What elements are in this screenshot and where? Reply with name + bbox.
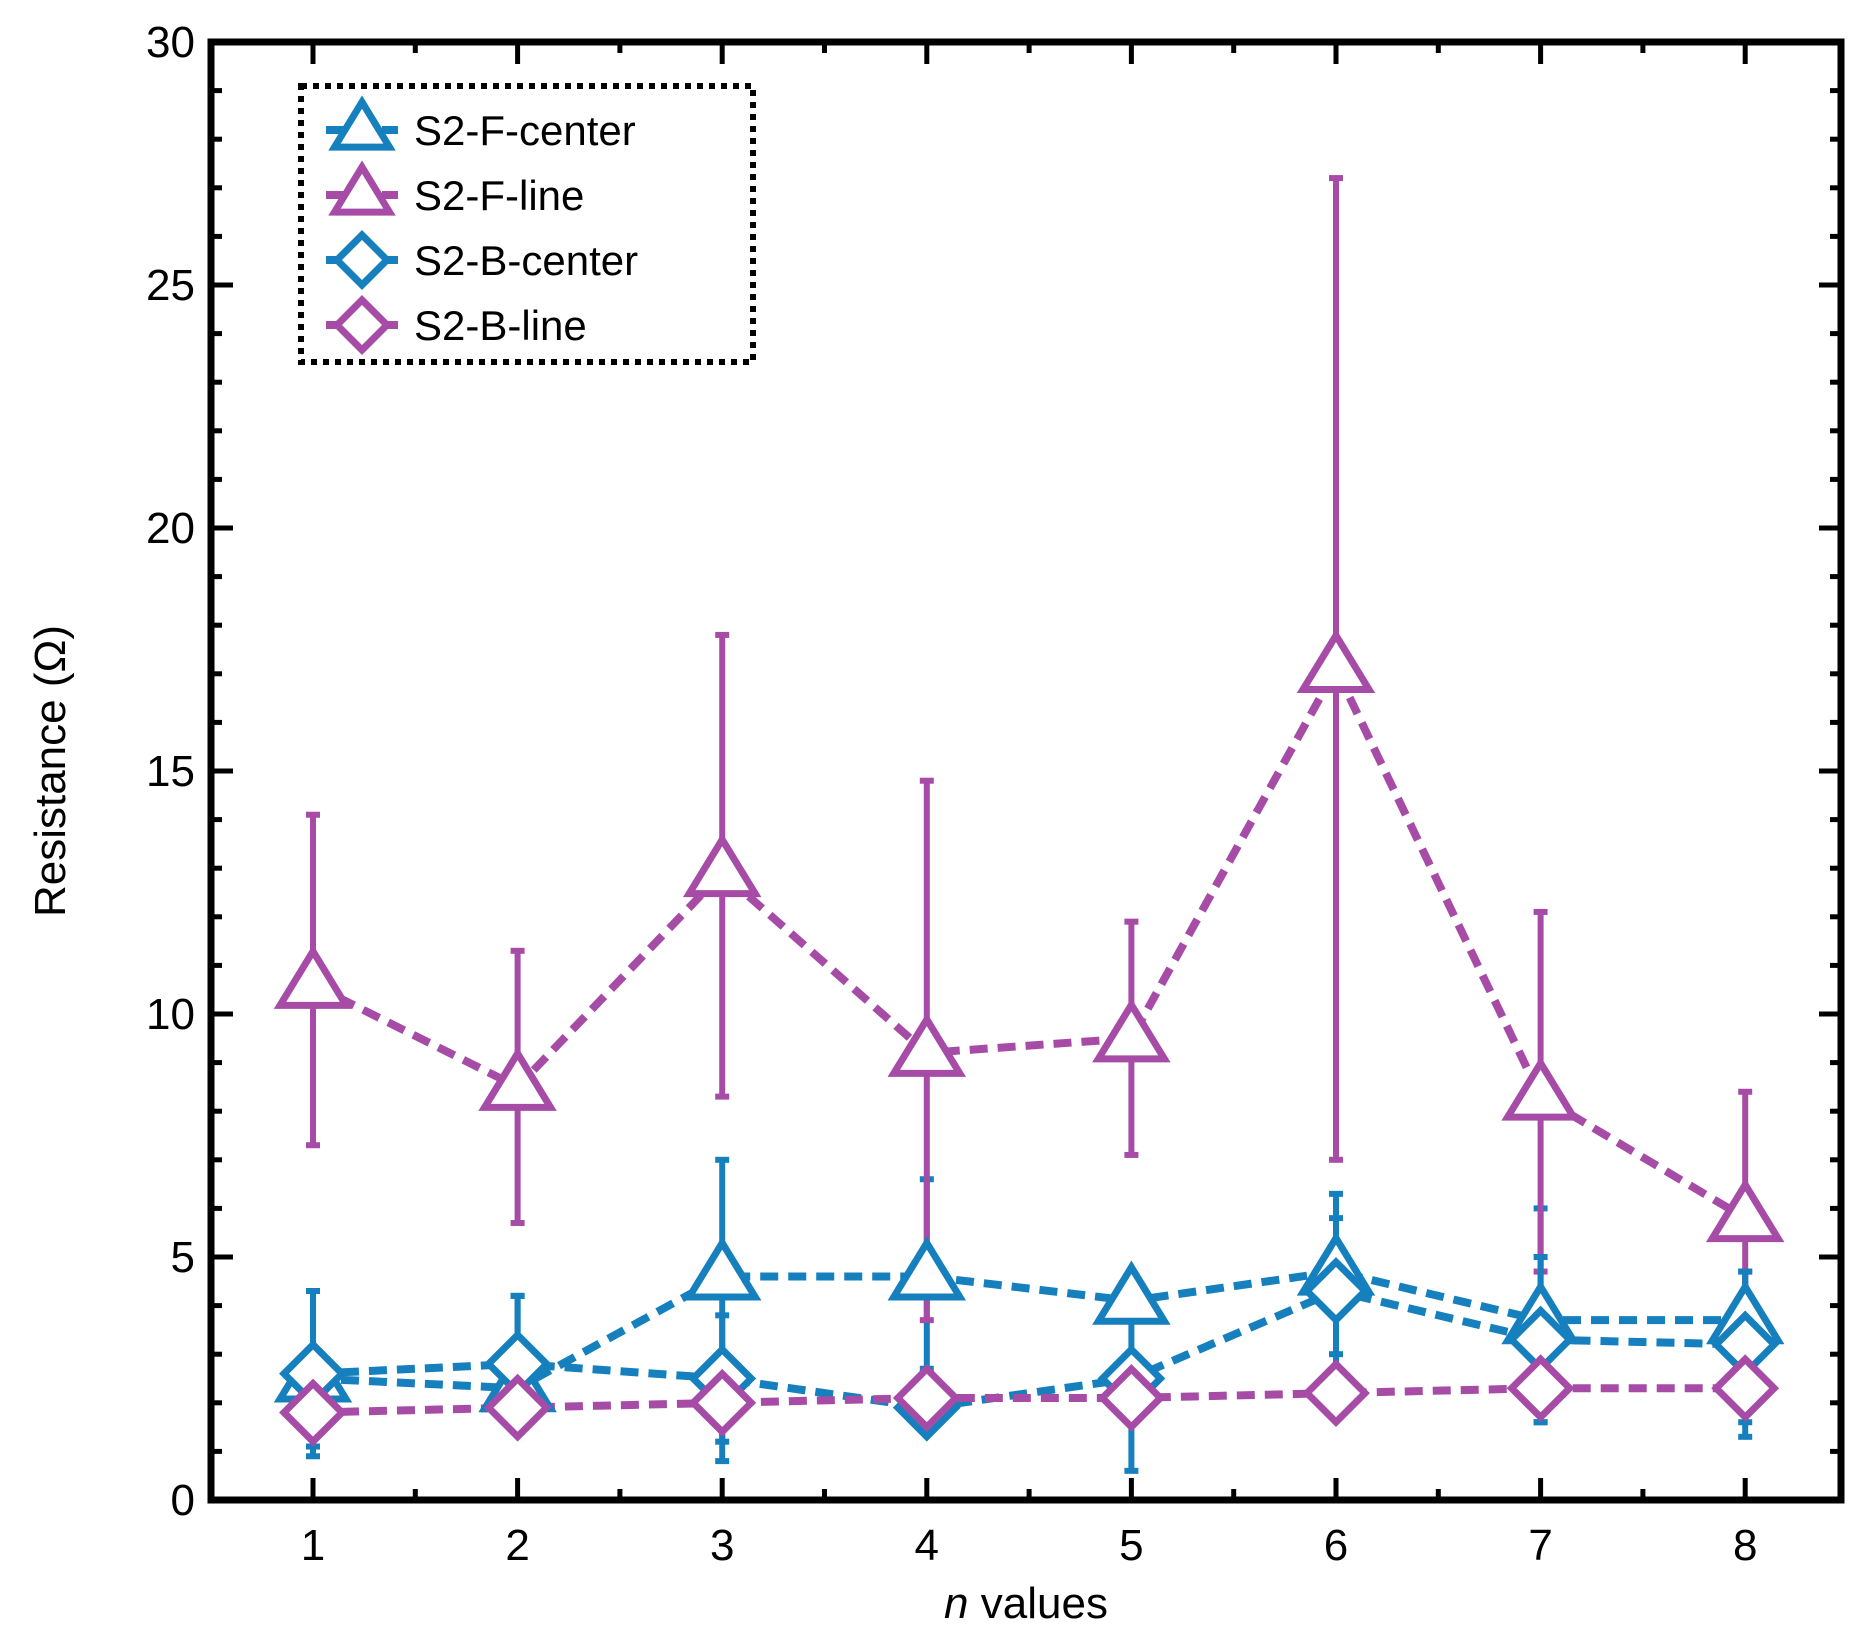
y-tick-label: 0 [171, 1476, 195, 1525]
x-tick-label: 8 [1733, 1521, 1757, 1570]
data-point-s2-f-line [1296, 628, 1376, 693]
legend-label-s2-b-line: S2-B-line [414, 302, 587, 349]
y-tick-label: 30 [146, 18, 195, 67]
x-axis-label-italic: n [944, 1579, 968, 1628]
legend-label-s2-f-center: S2-F-center [414, 107, 636, 154]
data-point-s2-f-line [478, 1046, 557, 1111]
x-tick-label: 2 [505, 1521, 529, 1570]
legend-marker-s2-f-line [328, 160, 396, 216]
legend-marker-s2-f-center [328, 95, 396, 151]
data-point-s2-b-line [1302, 1359, 1370, 1428]
data-point-s2-b-line [483, 1373, 552, 1442]
y-tick-label: 20 [146, 504, 195, 553]
data-point-s2-b-line [1711, 1354, 1780, 1423]
data-point-s2-b-line [1097, 1363, 1166, 1432]
data-point-s2-f-line [1092, 998, 1171, 1063]
legend: S2-F-center S2-F-line S2-B-center S2-B-line [298, 83, 756, 365]
data-point-s2-b-line [688, 1368, 757, 1437]
x-tick-label: 5 [1119, 1521, 1143, 1570]
legend-label-s2-f-line: S2-F-line [414, 172, 584, 219]
data-point-s2-f-line [1501, 1056, 1580, 1121]
x-tick-label: 3 [710, 1521, 734, 1570]
data-point-s2-f-line [887, 1012, 967, 1077]
x-tick-label: 4 [915, 1521, 939, 1570]
data-point-s2-b-line [1506, 1354, 1575, 1423]
data-point-s2-f-center [887, 1236, 967, 1301]
series-markers [273, 628, 1785, 1447]
x-tick-label: 1 [301, 1521, 325, 1570]
data-point-s2-f-line [682, 832, 762, 898]
error-bars [306, 175, 1753, 1474]
series-line-s2-f-center [312, 1267, 1746, 1393]
y-tick-label: 5 [171, 1233, 195, 1282]
legend-label-s2-b-center: S2-B-center [414, 237, 638, 284]
data-point-s2-f-center [682, 1236, 762, 1301]
data-point-s2-b-line [892, 1363, 961, 1432]
x-axis-label: n values [944, 1579, 1108, 1628]
y-tick-label: 10 [146, 990, 195, 1039]
y-tick-label: 15 [146, 747, 195, 796]
x-tick-label: 6 [1324, 1521, 1348, 1570]
legend-marker-s2-b-center [332, 230, 392, 290]
legend-marker-s2-b-line [332, 295, 392, 355]
y-axis-label: Resistance (Ω) [26, 625, 75, 917]
y-tick-label: 25 [146, 261, 195, 310]
series-line-s2-b-center [312, 1286, 1746, 1412]
series-line-s2-f-line [311, 660, 1748, 1222]
data-point-s2-b-center [1302, 1257, 1370, 1325]
data-point-s2-f-center [1092, 1260, 1171, 1325]
data-point-s2-f-line [273, 944, 353, 1009]
x-axis-label-rest: values [969, 1579, 1108, 1628]
x-tick-label: 7 [1528, 1521, 1552, 1570]
tick-labels: 0 5 10 15 20 25 30 1 2 3 4 5 6 7 8 [146, 18, 1757, 1570]
plot-frame [207, 38, 1845, 1504]
data-point-s2-b-line [279, 1378, 347, 1447]
data-point-s2-f-line [1705, 1177, 1785, 1243]
